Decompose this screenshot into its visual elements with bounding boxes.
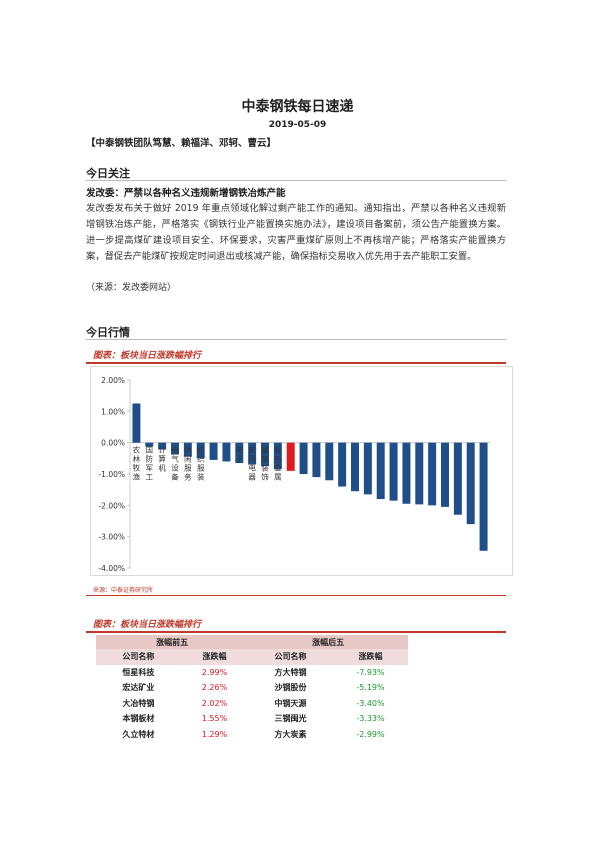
col-header-name: 公司名称 <box>96 649 181 665</box>
stock-name: 久立特材 <box>122 729 155 739</box>
stock-change: -3.40% <box>356 698 385 708</box>
x-category-label: 建筑装饰 <box>261 445 269 482</box>
chart-bar <box>325 442 334 481</box>
stock-name: 方大特钢 <box>274 667 307 677</box>
chart-bar <box>183 442 192 457</box>
y-tick-label: 0.00% <box>101 439 125 448</box>
report-date: 2019-05-09 <box>268 120 327 130</box>
section-market: 今日行情 <box>86 326 130 339</box>
figure-redline <box>86 362 506 364</box>
stock-ranking-table: 涨幅前五 涨幅后五 公司名称 涨跌幅 公司名称 涨跌幅 恒星科技 2.99% 方… <box>96 635 408 742</box>
chart-bar <box>351 442 359 492</box>
stock-name: 中钢天源 <box>274 698 307 708</box>
news-source: （来源：发改委网站） <box>86 283 177 293</box>
section-divider <box>86 180 506 181</box>
x-category-label: 国防军工 <box>146 446 154 482</box>
chart-bar <box>196 442 205 459</box>
x-category-label: 计算机 <box>158 445 166 473</box>
group-header-down: 涨幅后五 <box>248 635 408 649</box>
col-header-change: 涨跌幅 <box>180 649 249 665</box>
chart-bar <box>415 442 424 505</box>
stock-change: 2.02% <box>201 698 228 708</box>
section-today-focus: 今日关注 <box>86 167 130 180</box>
stock-change: 2.26% <box>201 683 228 693</box>
chart-bar <box>235 442 244 464</box>
stock-change: 2.99% <box>201 667 228 677</box>
col-header-change: 涨跌幅 <box>332 649 408 665</box>
stock-name: 恒星科技 <box>122 667 155 677</box>
stock-change: 1.29% <box>201 729 228 739</box>
stock-change: -7.93% <box>356 667 385 677</box>
chart-frame <box>90 366 513 576</box>
stock-name: 大冶特钢 <box>122 698 155 708</box>
col-header-name: 公司名称 <box>248 649 333 665</box>
chart-bar <box>158 442 167 450</box>
stock-name: 本钢板材 <box>122 714 155 724</box>
news-headline: 发改委：严禁以各种名义违规新增钢铁冶炼产能 <box>86 188 286 199</box>
sector-change-chart: 2.00% 1.00% 0.00% -1.00% -2.00% -3.00% -4.00% 农… <box>90 366 513 576</box>
chart-source: 来源：中泰证券研究所 <box>93 587 154 594</box>
chart-bar <box>479 442 488 551</box>
chart-bar <box>428 442 437 506</box>
y-tick-label: -3.00% <box>98 533 125 542</box>
chart-bar <box>453 442 462 515</box>
chart-bar <box>376 442 385 500</box>
stock-name: 宏达矿业 <box>122 683 155 693</box>
x-category-label: 电子 <box>236 445 244 464</box>
chart-bar <box>402 442 411 504</box>
chart-bar <box>261 442 269 467</box>
chart-bar <box>145 442 154 447</box>
x-category-label: 家用电器 <box>248 445 256 482</box>
x-category-label: 农林牧渔 <box>133 445 141 482</box>
table-row: 大冶特钢 2.02% 中钢天源 -3.40% <box>96 696 408 712</box>
x-category-label: 纺织服装 <box>197 445 205 482</box>
figure-redline <box>86 631 506 633</box>
figure-bottom-line <box>86 595 506 596</box>
x-category-label: 休闲服务 <box>184 445 192 482</box>
section-divider <box>86 339 506 340</box>
group-header-up: 涨幅前五 <box>96 635 249 649</box>
stock-name: 三钢闽光 <box>274 714 307 724</box>
stock-change: -2.99% <box>356 729 385 739</box>
x-category-label: 电气设备 <box>171 445 179 482</box>
chart-bar <box>132 403 141 443</box>
y-tick-label: -2.00% <box>98 501 125 510</box>
report-authors: 【中泰钢铁团队笃慧、赖福洋、邓轲、曹云】 <box>86 138 277 149</box>
stock-change: -3.33% <box>356 714 385 724</box>
table-row: 本钢板材 1.55% 三钢闽光 -3.33% <box>96 711 408 727</box>
table-figure-title: 图表：板块当日涨跌幅排行 <box>93 620 202 630</box>
chart-bar <box>286 442 295 471</box>
chart-bar <box>441 442 449 507</box>
chart-bar <box>209 442 218 460</box>
stock-name: 方大炭素 <box>274 729 307 739</box>
stock-name: 沙钢股份 <box>274 683 307 693</box>
chart-figure-title: 图表：板块当日涨跌幅排行 <box>93 351 202 361</box>
news-body: 发改委发布关于做好 2019 年重点领域化解过剩产能工作的通知。通知指出，严禁以… <box>86 203 506 262</box>
stock-change: -5.19% <box>356 683 385 693</box>
chart-bar <box>312 442 321 478</box>
chart-bar <box>466 442 475 525</box>
table-row: 恒星科技 2.99% 方大特钢 -7.93% <box>96 665 408 681</box>
stock-change: 1.55% <box>201 714 228 724</box>
chart-bar <box>248 442 257 465</box>
y-tick-label: -1.00% <box>98 470 125 479</box>
table-row: 宏达矿业 2.26% 沙钢股份 -5.19% <box>96 680 408 696</box>
chart-bar <box>171 442 179 455</box>
chart-bar <box>363 442 372 495</box>
y-tick-label: 2.00% <box>101 376 125 385</box>
chart-bar <box>389 442 398 501</box>
chart-bar <box>222 442 231 462</box>
y-tick-label: 1.00% <box>101 407 125 416</box>
x-category-label: 有色金属 <box>274 445 282 482</box>
chart-bar <box>273 442 282 470</box>
chart-bar <box>338 442 347 487</box>
report-title: 中泰钢铁每日速递 <box>241 99 354 115</box>
table-row: 久立特材 1.29% 方大炭素 -2.99% <box>96 727 408 743</box>
y-tick-label: -4.00% <box>98 564 125 573</box>
chart-bar <box>299 442 308 474</box>
